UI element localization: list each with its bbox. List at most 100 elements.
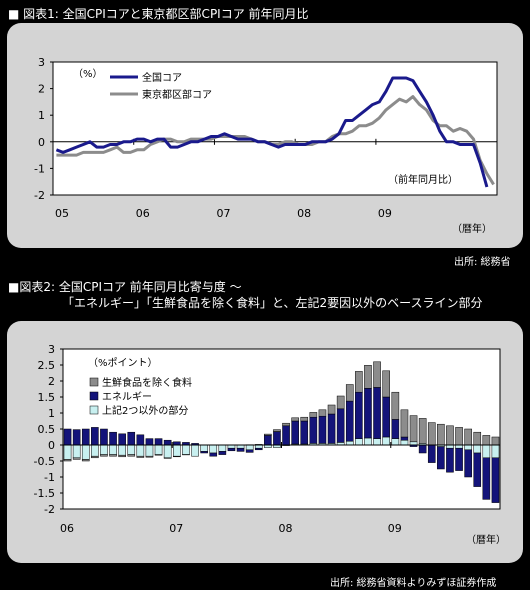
- y-tick-label: 3: [38, 56, 45, 69]
- x-tick-label: 06: [60, 522, 74, 535]
- x-tick-label: 05: [55, 207, 69, 220]
- bar-energy: [109, 431, 117, 446]
- bar-baseline: [482, 444, 491, 459]
- y-tick-label: 1: [48, 407, 55, 420]
- bar-baseline: [373, 438, 381, 446]
- x-axis-label: （暦年）: [466, 533, 506, 546]
- bar-food: [482, 435, 491, 446]
- bar-food: [273, 429, 281, 432]
- bar-baseline: [200, 444, 208, 452]
- bar-energy: [446, 447, 454, 473]
- bar-energy: [245, 449, 254, 453]
- bar-baseline: [245, 444, 254, 451]
- bar-food: [100, 454, 108, 457]
- bar-energy: [327, 413, 336, 444]
- bar-food: [109, 454, 117, 457]
- bar-energy: [491, 457, 500, 503]
- y-tick-label: 0: [38, 136, 45, 149]
- bar-energy: [154, 438, 163, 446]
- figure1-source: 出所: 総務省: [454, 257, 511, 268]
- bar-baseline: [63, 444, 72, 460]
- x-tick-label: 07: [216, 207, 230, 220]
- bar-energy: [91, 427, 99, 446]
- bar-energy: [364, 388, 372, 439]
- bar-food: [318, 409, 327, 417]
- y-tick-label: 0: [48, 439, 55, 452]
- bar-baseline: [163, 444, 172, 459]
- y-tick-label: 0.5: [38, 423, 56, 436]
- bar-energy: [291, 420, 299, 445]
- bar-energy: [464, 449, 472, 478]
- bar-energy: [72, 429, 81, 446]
- y-tick-label: -1.5: [34, 487, 55, 500]
- plot-area: [62, 348, 501, 510]
- bar-energy: [127, 431, 136, 446]
- bar-food: [63, 459, 72, 462]
- bar-food: [136, 455, 145, 458]
- bar-energy: [264, 435, 272, 446]
- bar-food: [364, 365, 372, 389]
- bar-energy: [200, 451, 208, 454]
- bar-baseline: [145, 444, 154, 457]
- bar-food: [464, 428, 472, 446]
- bar-food: [400, 409, 409, 438]
- bar-energy: [273, 431, 281, 446]
- bar-energy: [282, 425, 290, 446]
- bar-energy: [482, 457, 491, 500]
- bar-energy: [355, 391, 363, 439]
- bar-energy: [418, 444, 427, 454]
- bar-baseline: [72, 444, 81, 459]
- bar-baseline: [173, 444, 181, 457]
- bar-food: [327, 404, 336, 415]
- figure2-title-line1: ■図表2: 全国CPIコア 前年同月比寄与度 〜: [8, 280, 242, 294]
- bar-energy: [254, 447, 263, 451]
- bar-energy: [163, 439, 172, 446]
- bar-baseline: [491, 444, 500, 459]
- bar-baseline: [182, 444, 190, 455]
- bar-food: [382, 370, 390, 398]
- bar-food: [291, 417, 299, 422]
- bar-energy: [336, 408, 345, 443]
- bar-energy: [437, 446, 445, 470]
- x-tick-label: 09: [388, 522, 402, 535]
- bar-food: [336, 395, 345, 410]
- bar-baseline: [81, 444, 90, 460]
- bar-food: [418, 418, 427, 444]
- figure1-title: ■ 図表1: 全国CPIコアと東京都区部CPIコア 前年同月比: [8, 7, 309, 21]
- x-tick-label: 06: [136, 207, 150, 220]
- bar-energy: [236, 447, 245, 452]
- y-tick-label: 2: [48, 375, 55, 388]
- bar-energy: [136, 434, 145, 446]
- legend-label: 上記2つ以外の部分: [102, 404, 188, 417]
- y-tick-label: -2: [34, 189, 45, 202]
- bar-food: [427, 422, 436, 446]
- bar-baseline: [345, 440, 354, 446]
- bar-food: [154, 454, 163, 456]
- bar-baseline: [473, 444, 482, 454]
- bar-food: [81, 459, 90, 462]
- bar-baseline: [400, 439, 409, 446]
- bar-energy: [81, 428, 90, 446]
- bar-baseline: [464, 444, 472, 451]
- chart1-svg: 3 2 1 0 -1 -2 05 06 07 08 09 （%） （前年同月比） （暦年） 全国コア東京都区…: [34, 56, 498, 235]
- bar-baseline: [127, 444, 136, 455]
- annotation-label: （前年同月比）: [388, 173, 458, 186]
- y-tick-label: 3: [48, 343, 55, 356]
- bar-baseline: [91, 444, 99, 457]
- bar-food: [391, 391, 400, 420]
- bar-food: [355, 371, 363, 393]
- bar-energy: [382, 396, 390, 438]
- y-tick-label: 2.5: [38, 359, 56, 372]
- bar-food: [173, 455, 181, 458]
- figure2-title-line2: 「エネルギー」「生鮮食品を除く食料」と、左記2要因以外のベースライン部分: [62, 296, 483, 310]
- bar-food: [446, 425, 454, 446]
- bar-food: [437, 423, 445, 446]
- bar-baseline: [136, 444, 145, 457]
- bar-food: [118, 454, 126, 458]
- bar-food: [127, 454, 136, 457]
- legend-swatch: [89, 391, 99, 401]
- bar-food: [282, 422, 290, 427]
- bar-baseline: [100, 444, 108, 455]
- bar-food: [300, 416, 309, 422]
